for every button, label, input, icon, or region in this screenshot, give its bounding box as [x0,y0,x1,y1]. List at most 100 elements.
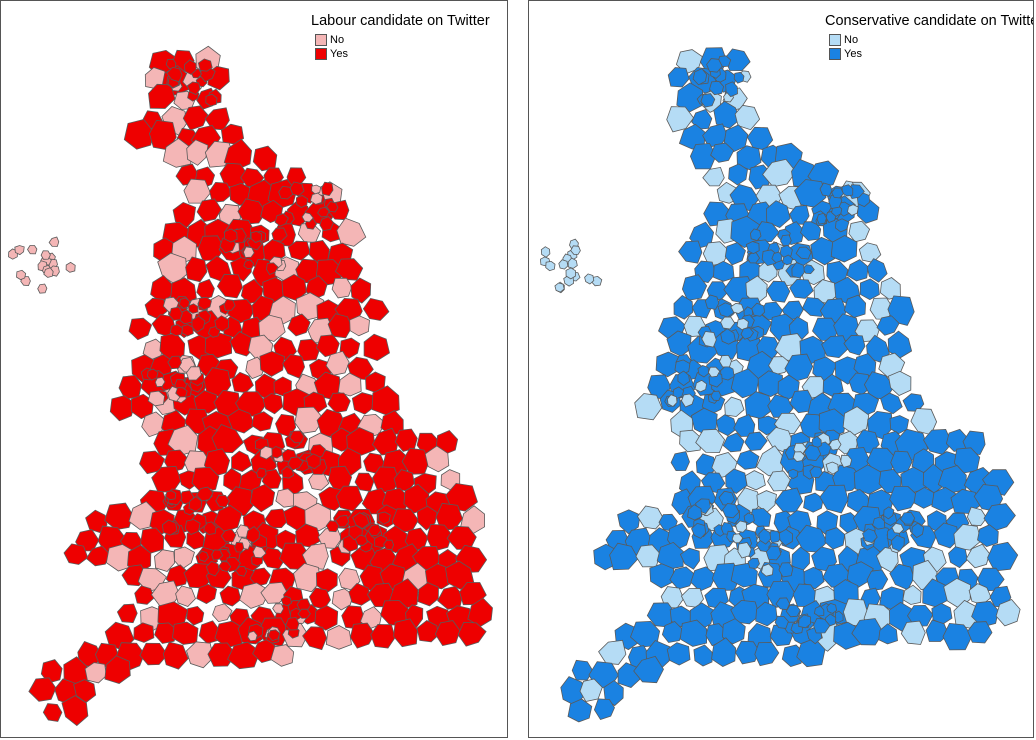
constituency-cell [337,372,362,397]
constituency-cell [771,251,783,264]
constituency-cell [694,379,708,393]
constituency-cell [697,365,710,378]
constituency-cell [154,549,176,572]
constituency-cell [188,495,202,512]
constituency-cell [971,600,999,628]
constituency-cell [948,546,968,569]
constituency-cell [245,525,260,544]
constituency-cell [327,313,353,339]
constituency-cell [565,267,577,280]
constituency-cell [679,429,702,453]
constituency-cell [186,81,201,96]
constituency-cell [798,614,811,629]
constituency-cell [803,492,824,513]
constituency-cell [701,331,717,348]
constituency-cell [184,519,201,535]
constituency-cell [280,595,292,607]
constituency-cell [195,486,214,502]
constituency-cell [363,333,390,362]
constituency-cell [751,302,766,317]
constituency-cell [309,192,323,205]
constituency-cell [85,545,111,567]
constituency-cell [866,569,889,592]
constituency-cell [707,366,721,378]
constituency-cell [734,104,761,131]
constituency-cell [809,466,823,479]
constituency-cell [672,386,685,400]
constituency-cell [816,212,827,225]
constituency-cell [983,503,1016,532]
constituency-cell [424,445,450,473]
constituency-cell [259,445,273,460]
constituency-cell [147,390,166,407]
constituency-cell [16,269,27,281]
constituency-cell [457,621,487,647]
constituency-cell [301,212,314,223]
constituency-cell [347,356,374,380]
legend-swatch-yes [829,48,841,60]
constituency-cell [185,256,208,283]
constituency-cell [197,58,213,72]
constituency-cell [545,260,556,272]
constituency-cell [858,242,882,263]
constituency-cell [370,623,396,649]
constituency-cell [311,184,322,195]
constituency-cell [40,250,51,260]
constituency-cell [728,163,748,186]
constituency-cell [593,698,615,720]
constituency-cell [681,393,695,408]
constituency-cell [205,560,220,577]
constituency-cell [695,428,726,454]
constituency-cell [780,234,792,247]
constituency-cell [744,431,768,451]
constituency-cell [887,330,913,359]
constituency-cell [722,503,740,519]
constituency-cell [165,490,177,501]
constituency-cell [842,406,870,436]
constituency-cell [840,454,853,468]
conservative-legend: Conservative candidate on Twitter No Yes [825,13,1033,61]
constituency-cell [37,283,48,294]
constituency-cell [147,368,159,381]
constituency-cell [261,469,282,490]
constituency-cell [725,81,738,98]
constituency-cell [85,509,108,533]
constituency-cell [27,245,38,255]
constituency-cell [65,261,76,273]
constituency-cell [162,641,189,670]
constituency-cell [785,604,801,618]
constituency-cell [966,506,988,527]
legend-item-yes: Yes [315,47,490,61]
constituency-cell [216,273,243,299]
constituency-cell [308,240,330,263]
constituency-cell [43,267,54,278]
constituency-cell [154,376,166,388]
constituency-cell [63,543,89,565]
constituency-cell [931,486,957,513]
constituency-cell [754,642,780,667]
constituency-cell [196,583,218,605]
constituency-cell [558,259,569,270]
constituency-cell [260,581,289,604]
constituency-cell [426,523,453,552]
constituency-cell [182,105,209,131]
constituency-cell [679,619,708,647]
constituency-cell [314,605,339,631]
constituency-cell [304,502,332,532]
constituency-cell [706,58,723,73]
constituency-cell [880,392,903,415]
constituency-cell [193,390,219,414]
constituency-cell [736,449,760,470]
constituency-cell [327,392,351,414]
constituency-cell [308,471,330,491]
constituency-cell [724,242,746,266]
constituency-cell [285,616,300,631]
constituency-cell [900,511,916,525]
constituency-cell [710,142,735,163]
legend-item-no: No [315,33,490,47]
constituency-cell [757,370,784,398]
constituency-cell [747,557,760,569]
constituency-cell [252,545,267,559]
constituency-cell [720,316,736,330]
constituency-cell [977,524,999,548]
